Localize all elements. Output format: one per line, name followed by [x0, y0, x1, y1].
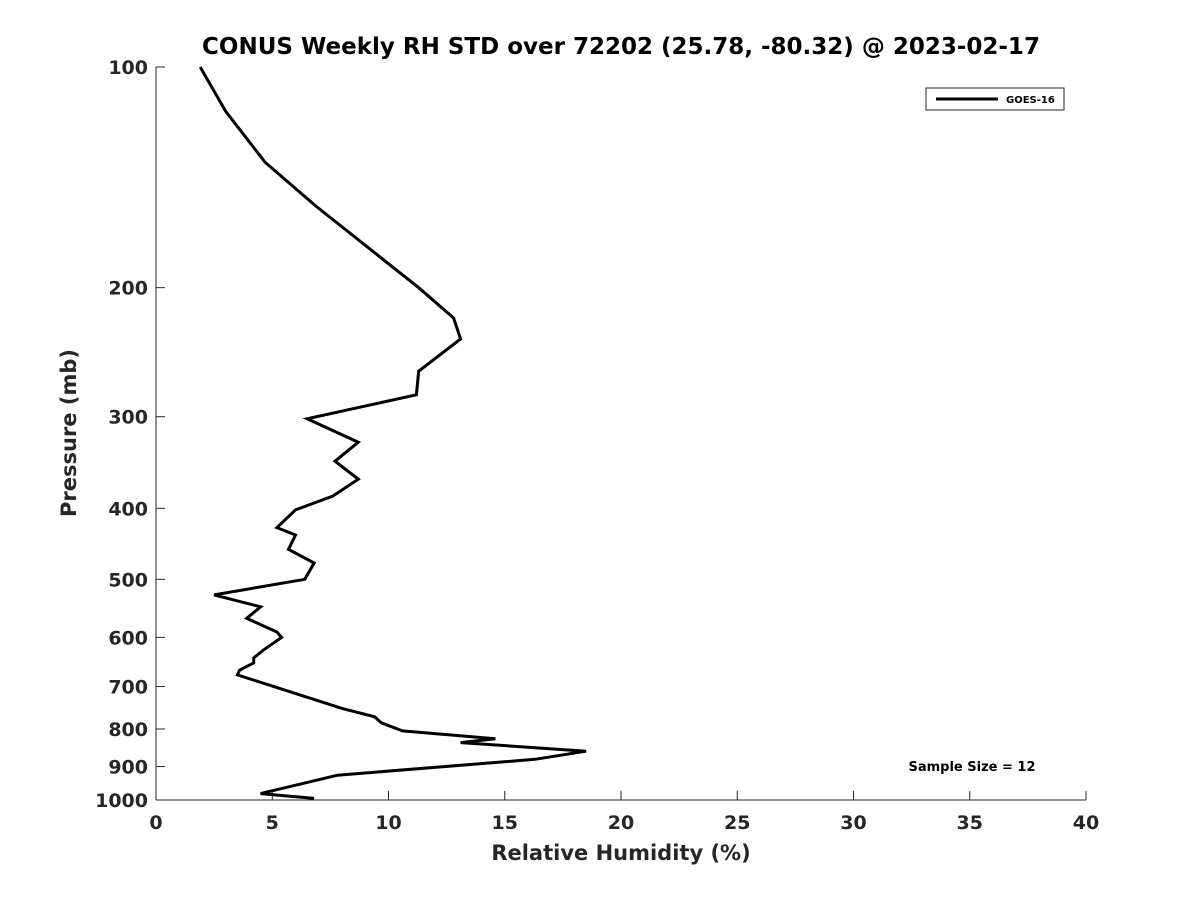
- plot-axes: [155, 67, 1086, 801]
- y-tick-label: 800: [108, 719, 148, 741]
- x-tick-label: 0: [149, 812, 162, 834]
- y-tick-label: 900: [108, 756, 148, 778]
- chart-title: CONUS Weekly RH STD over 72202 (25.78, -…: [202, 34, 1040, 60]
- y-tick-label: 600: [108, 627, 148, 649]
- x-tick-label: 25: [724, 812, 750, 834]
- sample-size-annotation: Sample Size = 12: [908, 760, 1035, 775]
- legend-label-goes16: GOES-16: [1006, 95, 1055, 106]
- x-tick-label: 35: [957, 812, 983, 834]
- y-axis-ticks: 100 200 300 400 500 600 700 800 900 1000: [95, 57, 165, 812]
- y-axis-label: Pressure (mb): [57, 349, 81, 517]
- x-axis-label: Relative Humidity (%): [491, 841, 750, 865]
- x-tick-label: 20: [608, 812, 634, 834]
- y-tick-label: 200: [108, 278, 148, 300]
- x-tick-label: 40: [1073, 812, 1099, 834]
- y-tick-label: 700: [108, 676, 148, 698]
- x-tick-label: 30: [840, 812, 866, 834]
- y-tick-label: 500: [108, 569, 148, 591]
- y-tick-label: 400: [108, 498, 148, 520]
- x-tick-label: 5: [266, 812, 279, 834]
- x-tick-label: 10: [375, 812, 401, 834]
- series-layer: [198, 66, 587, 800]
- series-line-goes-16: [198, 66, 587, 800]
- y-tick-label: 100: [108, 57, 148, 79]
- x-tick-label: 15: [492, 812, 518, 834]
- legend: GOES-16: [925, 87, 1065, 111]
- y-tick-label: 300: [108, 407, 148, 429]
- y-tick-label: 1000: [95, 790, 148, 812]
- x-axis-ticks: 0 5 10 15 20 25 30 35 40: [149, 791, 1099, 834]
